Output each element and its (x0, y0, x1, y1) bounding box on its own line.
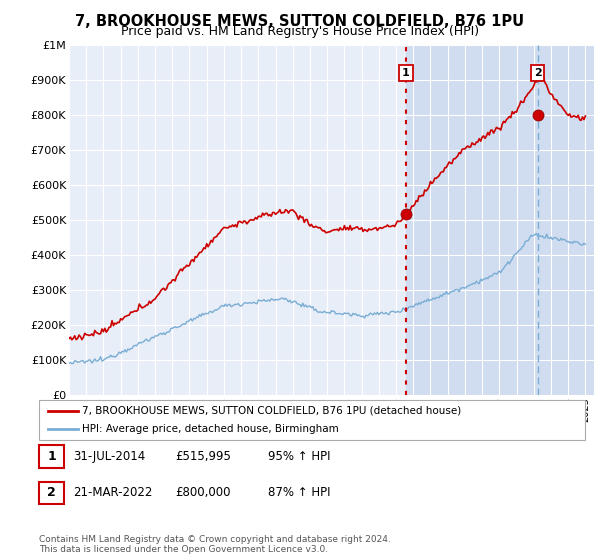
Text: Contains HM Land Registry data © Crown copyright and database right 2024.
This d: Contains HM Land Registry data © Crown c… (39, 535, 391, 554)
Text: 7, BROOKHOUSE MEWS, SUTTON COLDFIELD, B76 1PU (detached house): 7, BROOKHOUSE MEWS, SUTTON COLDFIELD, B7… (82, 406, 461, 416)
Text: 87% ↑ HPI: 87% ↑ HPI (268, 486, 331, 500)
Text: £515,995: £515,995 (175, 450, 231, 463)
Text: 21-MAR-2022: 21-MAR-2022 (73, 486, 152, 500)
Text: 7, BROOKHOUSE MEWS, SUTTON COLDFIELD, B76 1PU: 7, BROOKHOUSE MEWS, SUTTON COLDFIELD, B7… (76, 14, 524, 29)
Bar (406, 45, 594, 395)
Text: Price paid vs. HM Land Registry's House Price Index (HPI): Price paid vs. HM Land Registry's House … (121, 25, 479, 38)
Text: 95% ↑ HPI: 95% ↑ HPI (268, 450, 331, 463)
Text: 2: 2 (47, 486, 56, 500)
Text: 31-JUL-2014: 31-JUL-2014 (73, 450, 145, 463)
Text: 1: 1 (47, 450, 56, 463)
Text: HPI: Average price, detached house, Birmingham: HPI: Average price, detached house, Birm… (82, 424, 339, 434)
Text: £800,000: £800,000 (175, 486, 231, 500)
Text: 2: 2 (533, 68, 541, 78)
Text: 1: 1 (402, 68, 410, 78)
